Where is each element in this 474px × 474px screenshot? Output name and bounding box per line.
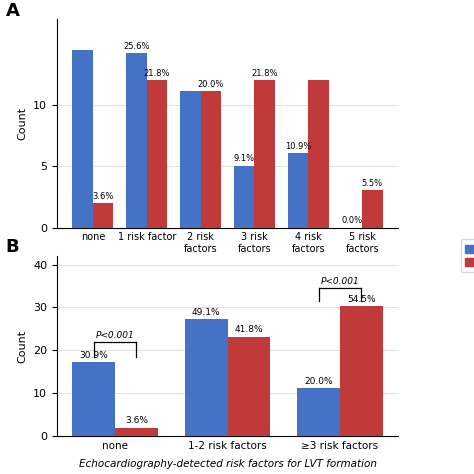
Bar xyxy=(147,80,167,228)
Y-axis label: Count: Count xyxy=(18,329,27,363)
Bar xyxy=(115,428,158,436)
Text: 20.0%: 20.0% xyxy=(304,377,333,386)
Bar xyxy=(126,53,147,228)
Text: 25.6%: 25.6% xyxy=(123,42,150,51)
Bar xyxy=(234,165,255,228)
Text: A: A xyxy=(6,2,19,20)
Bar xyxy=(201,91,221,228)
Bar xyxy=(362,190,383,228)
Text: B: B xyxy=(6,238,19,256)
Text: 41.8%: 41.8% xyxy=(235,326,263,335)
Text: Echocardiography-detected risk factors for LVT formation: Echocardiography-detected risk factors f… xyxy=(79,459,376,469)
Text: 49.1%: 49.1% xyxy=(192,308,220,317)
Text: 9.1%: 9.1% xyxy=(234,154,255,163)
Bar xyxy=(73,50,93,228)
Text: 20.0%: 20.0% xyxy=(198,80,224,89)
Text: P<0.001: P<0.001 xyxy=(96,330,135,339)
Text: 3.6%: 3.6% xyxy=(125,416,148,425)
Text: 21.8%: 21.8% xyxy=(144,69,170,78)
Bar xyxy=(93,203,113,228)
Text: 3.6%: 3.6% xyxy=(92,191,114,201)
Text: P<0.001: P<0.001 xyxy=(320,277,359,286)
Bar xyxy=(185,319,228,436)
Text: 10.9%: 10.9% xyxy=(285,142,311,151)
Bar xyxy=(288,153,308,228)
Bar xyxy=(308,80,329,228)
Text: 0.0%: 0.0% xyxy=(341,216,363,225)
Text: 54.5%: 54.5% xyxy=(347,295,375,304)
Text: 30.9%: 30.9% xyxy=(79,351,108,360)
Bar xyxy=(180,91,201,228)
Legend: Control, LVT: Control, LVT xyxy=(461,239,474,272)
Bar xyxy=(73,362,115,436)
Y-axis label: Count: Count xyxy=(18,107,27,140)
Bar xyxy=(228,337,270,436)
Bar xyxy=(297,388,340,436)
Bar xyxy=(340,306,383,436)
Text: 21.8%: 21.8% xyxy=(251,69,278,78)
Text: 5.5%: 5.5% xyxy=(362,179,383,188)
Bar xyxy=(255,80,275,228)
